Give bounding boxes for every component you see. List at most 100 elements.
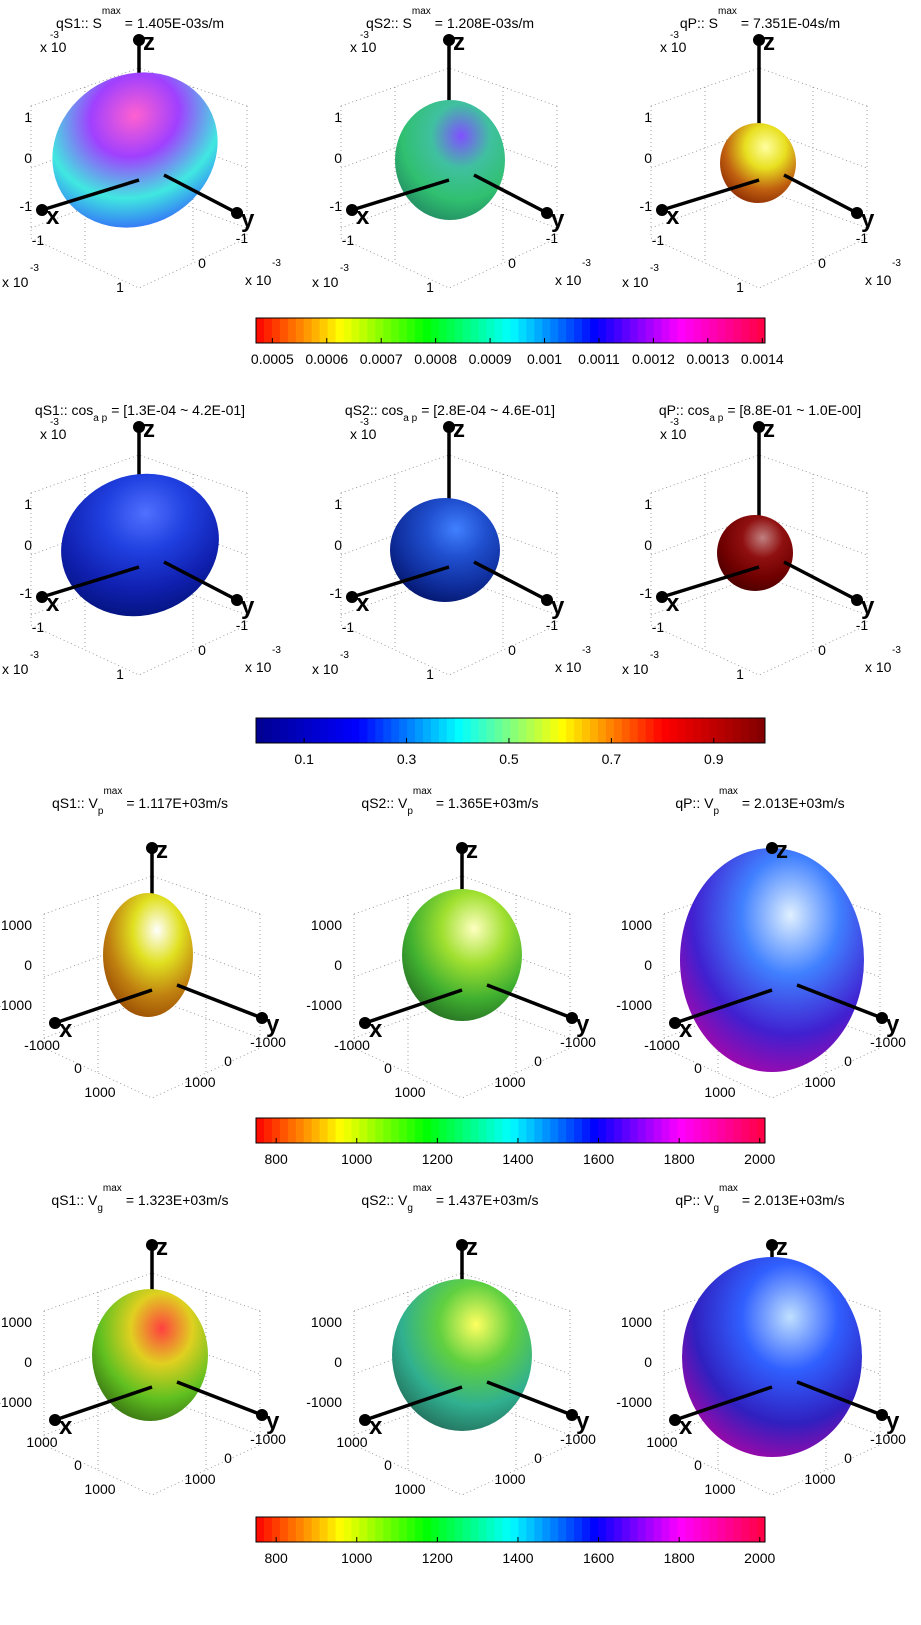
colorbar-band <box>685 318 694 343</box>
colorbar-band <box>693 1517 702 1542</box>
z-tick-label: 0 <box>644 1354 652 1370</box>
colorbar-band <box>510 718 519 743</box>
colorbar-band <box>645 1517 655 1542</box>
axis-letter: z <box>453 416 465 443</box>
colorbar-band <box>438 318 448 343</box>
x-tick-label: 1000 <box>84 1481 115 1497</box>
x-tick-label: 0 <box>384 1060 392 1076</box>
colorbar-band <box>319 318 329 343</box>
axis-exponent-power: -3 <box>30 263 39 274</box>
axis-line <box>473 173 548 215</box>
y-tick-label: -1 <box>856 617 869 633</box>
colorbar-band <box>661 1118 671 1143</box>
axis-exponent-power: -3 <box>650 650 659 661</box>
axis-line <box>364 988 463 1025</box>
panel-title: qS2:: cosa p = [2.8E-04 ~ 4.6E-01] <box>345 402 555 424</box>
x-tick-label: 1000 <box>646 1434 677 1450</box>
axis-exponent-power: -3 <box>650 263 659 274</box>
title-prefix: qS1:: V <box>51 1192 98 1208</box>
colorbar-tick-label: 0.0008 <box>414 351 457 367</box>
title-sub: g <box>97 1203 103 1214</box>
colorbar-band <box>685 718 694 743</box>
title-prefix: qP:: V <box>675 795 714 811</box>
axis-letter: z <box>466 837 478 864</box>
colorbar-band <box>677 1517 686 1542</box>
colorbar-tick-label: 0.0005 <box>251 351 294 367</box>
colorbar-band <box>263 1118 273 1143</box>
z-tick-label: 0 <box>334 150 342 166</box>
title-prefix: qS2:: V <box>361 795 408 811</box>
z-tick-label: 1 <box>334 496 342 512</box>
title-sup: max <box>719 1183 738 1194</box>
colorbar-band <box>590 1118 599 1143</box>
colorbar-tick-label: 1400 <box>502 1550 533 1566</box>
colorbar-band <box>502 718 511 743</box>
title-sub: g <box>713 1203 719 1214</box>
colorbar-band <box>383 718 392 743</box>
surface <box>395 100 505 220</box>
axis-line <box>674 988 773 1025</box>
colorbar-band <box>423 318 432 343</box>
y-tick-label: 0 <box>534 1450 542 1466</box>
colorbar-band <box>757 318 766 343</box>
colorbar-band <box>256 318 265 343</box>
axis-end <box>346 591 358 603</box>
x-tick-label: -1 <box>342 232 355 248</box>
z-tick-label: -1000 <box>616 997 652 1013</box>
colorbar-band <box>399 1517 408 1542</box>
colorbar-band <box>407 1517 416 1542</box>
grid-line <box>340 237 558 289</box>
colorbar-band <box>661 718 671 743</box>
colorbar-band <box>605 718 615 743</box>
colorbar-band <box>645 718 655 743</box>
axis-line <box>54 988 153 1025</box>
axis-letter: y <box>551 206 565 233</box>
colorbar-band <box>430 1118 440 1143</box>
title-sup: max <box>102 6 121 17</box>
colorbar-tick-label: 0.0011 <box>578 351 620 367</box>
colorbar-band <box>590 1517 599 1542</box>
x-tick-label: -1 <box>32 619 45 635</box>
colorbar-band <box>327 1517 337 1542</box>
colorbar-band <box>582 318 591 343</box>
grid-line <box>30 624 248 676</box>
z-tick-label: 1 <box>24 109 32 125</box>
y-tick-label: 0 <box>198 642 206 658</box>
title-sup: max <box>103 786 122 797</box>
x-tick-label: 1 <box>116 666 124 682</box>
axis-end <box>133 421 145 433</box>
colorbar-band <box>502 1517 511 1542</box>
axis-line <box>364 1385 463 1422</box>
axis-end <box>346 204 358 216</box>
axis-end <box>359 1017 371 1029</box>
colorbar-band <box>582 1118 591 1143</box>
colorbar-tick-label: 1000 <box>341 1151 372 1167</box>
z-tick-label: -1 <box>20 198 33 214</box>
title-sub: g <box>407 1203 413 1214</box>
colorbar-band <box>256 718 265 743</box>
axis-line <box>54 1385 153 1422</box>
axis-end <box>541 594 553 606</box>
axis-letter: y <box>861 593 875 620</box>
panel-title: qS1:: cosa p = [1.3E-04 ~ 4.2E-01] <box>35 402 245 424</box>
axis-letter: z <box>453 29 465 56</box>
x-tick-label: 1 <box>426 666 434 682</box>
colorbar-band <box>271 1118 281 1143</box>
colorbar-band <box>717 1118 726 1143</box>
axis-line <box>661 565 760 599</box>
y-tick-label: -1000 <box>870 1431 906 1447</box>
x-tick-label: 0 <box>74 1457 82 1473</box>
y-tick-label: 1000 <box>494 1471 525 1487</box>
colorbar-frame <box>255 317 766 344</box>
colorbar-band <box>550 718 559 743</box>
axis-line <box>41 565 140 599</box>
colorbar-band <box>550 1517 559 1542</box>
title-sub: p <box>407 806 413 817</box>
axis-exponent: x 10 <box>312 661 339 677</box>
axis-line <box>163 560 238 602</box>
grid-line <box>650 237 868 289</box>
colorbar-band <box>399 718 408 743</box>
